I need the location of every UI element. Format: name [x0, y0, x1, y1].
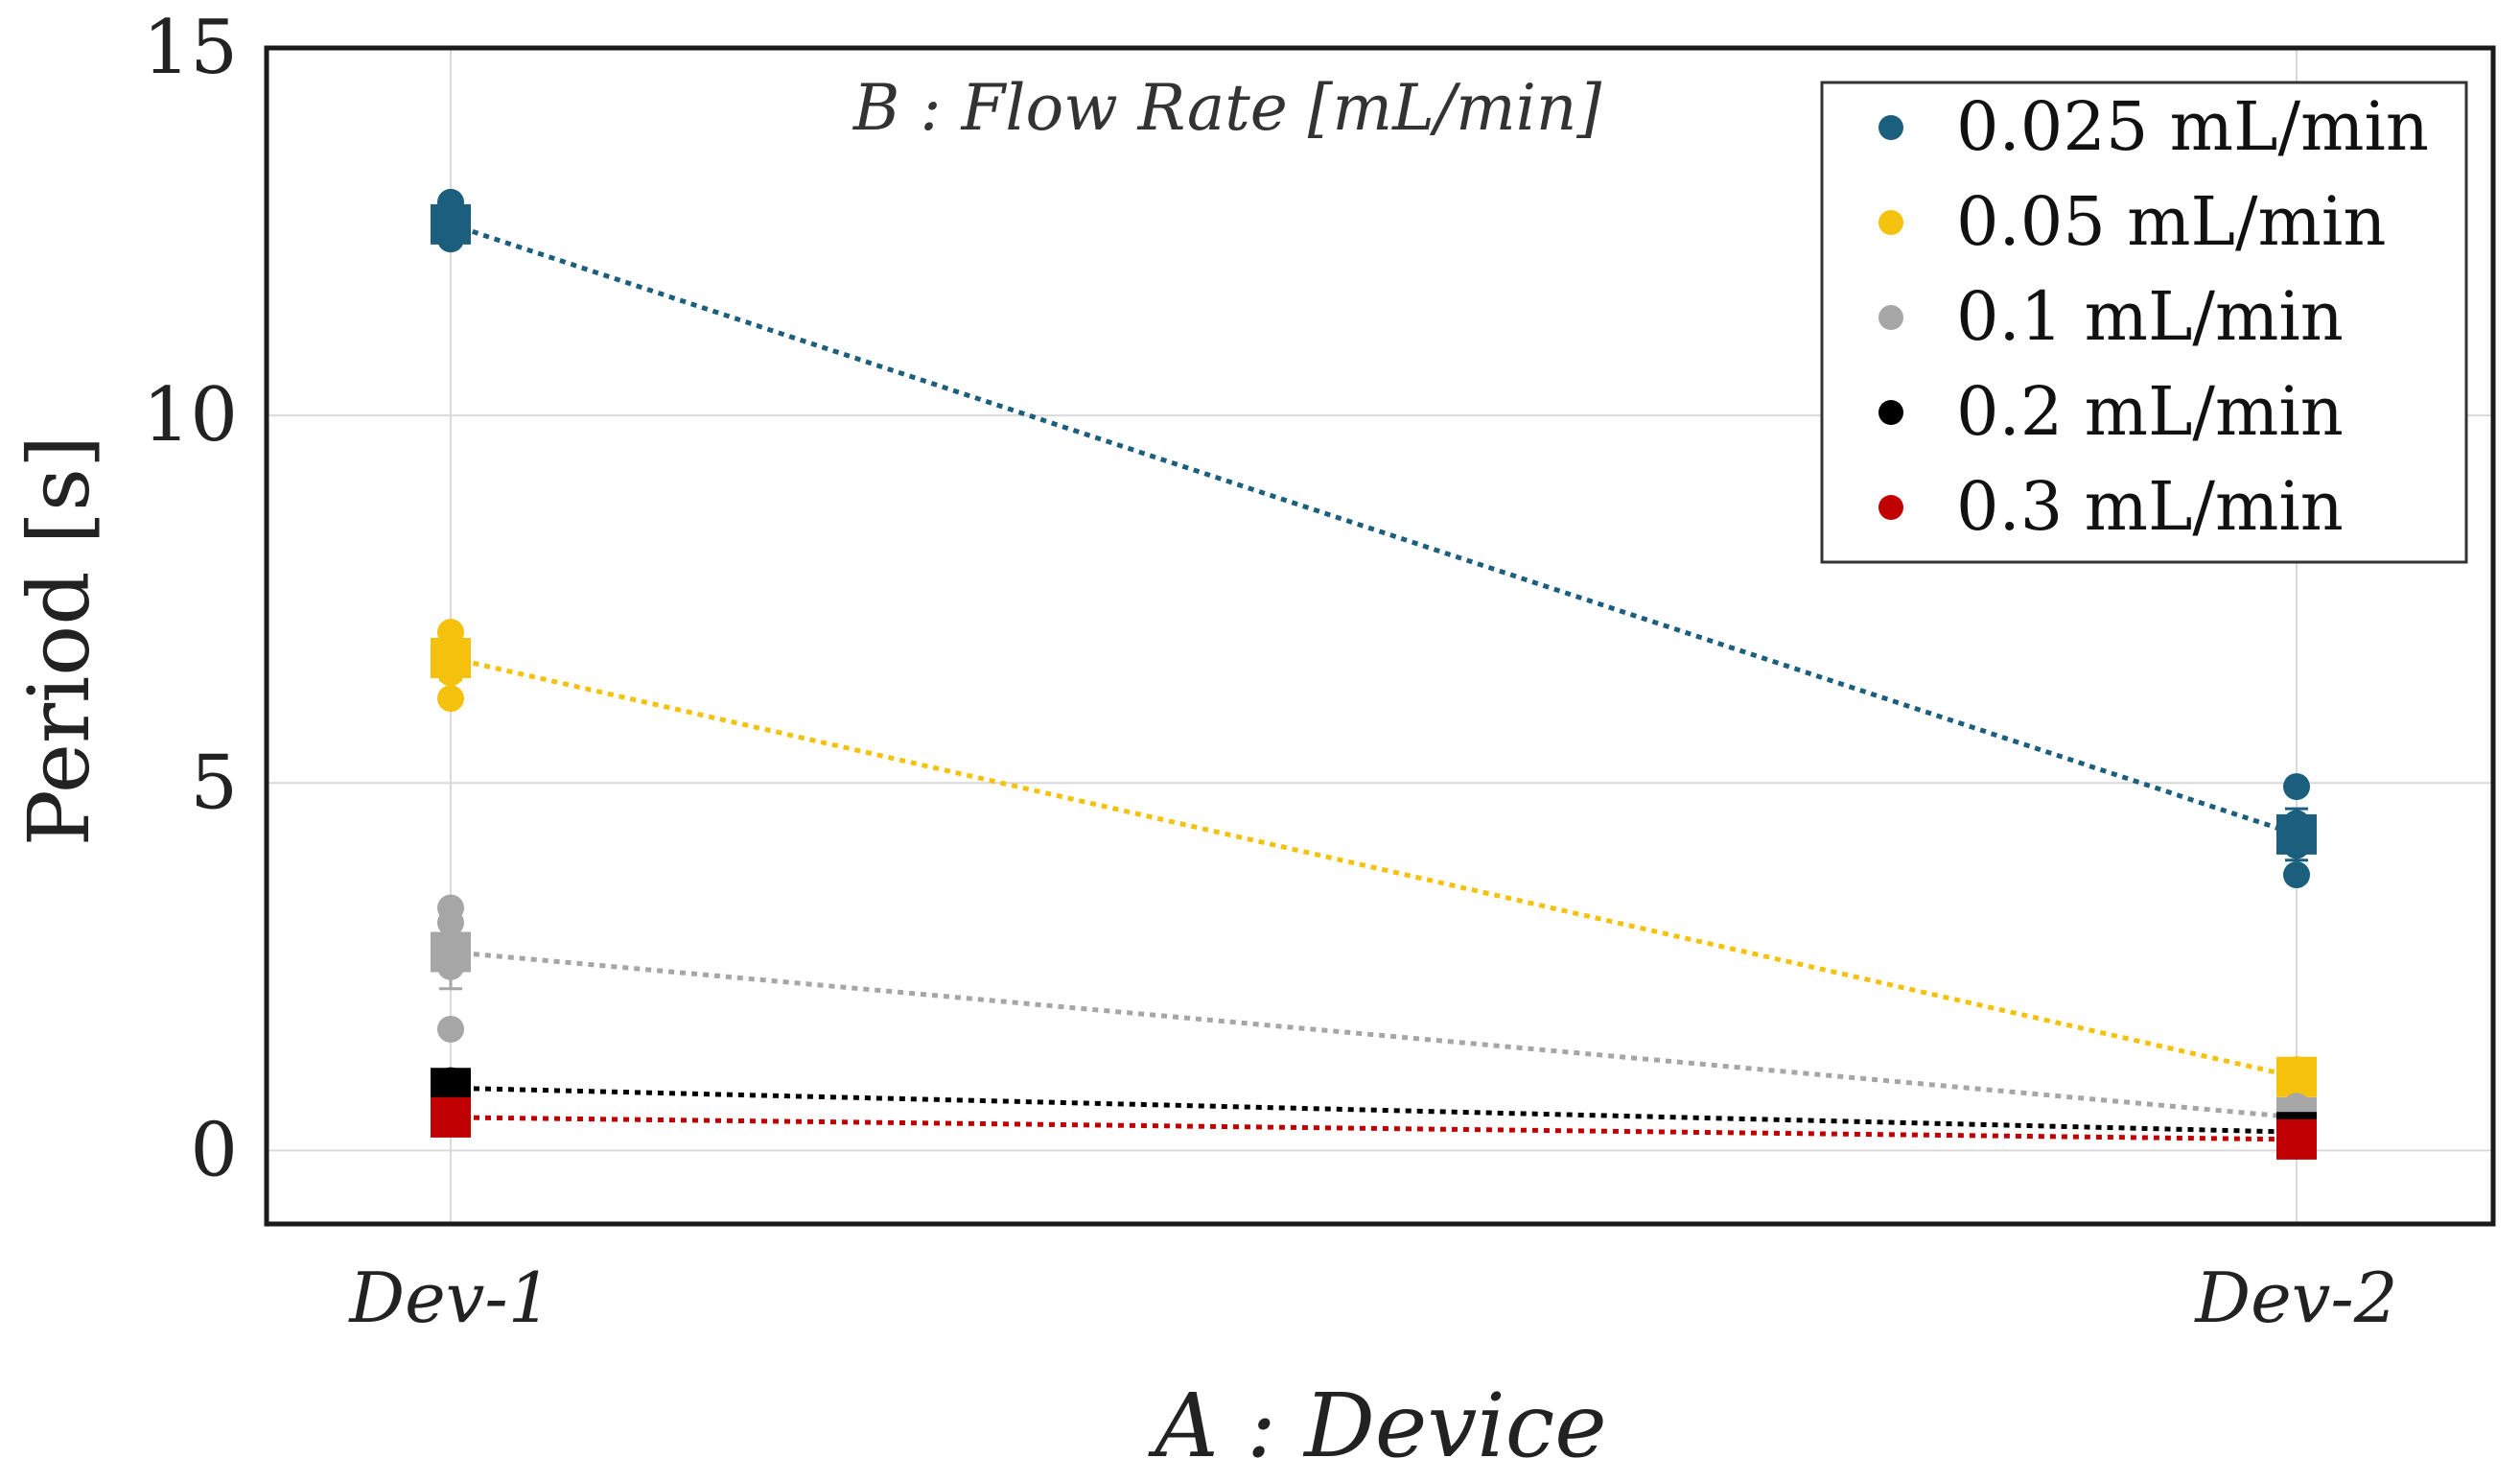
data-point [437, 908, 464, 936]
y-tick-label: 10 [143, 372, 238, 459]
legend-label: 0.1 mL/min [1956, 277, 2344, 356]
mean-marker [2276, 1056, 2317, 1097]
annotation-text: B : Flow Rate [mL/min] [852, 71, 1602, 145]
series-group [431, 1067, 2317, 1153]
legend: 0.025 mL/min 0.05 mL/min 0.1 mL/min 0.2 mL/… [1820, 81, 2468, 564]
plot-area-frame [264, 45, 2496, 1227]
series-group [431, 894, 2317, 1139]
data-point [437, 685, 464, 713]
y-tick-label: 15 [143, 5, 238, 91]
legend-label: 0.025 mL/min [1956, 87, 2429, 166]
legend-label: 0.2 mL/min [1956, 372, 2344, 451]
legend-marker [1878, 305, 1903, 330]
tick-labels: 0 5 10 15 Dev-1 Dev-2 [143, 5, 2398, 1338]
y-tick-label: 5 [190, 740, 238, 826]
legend-label: 0.3 mL/min [1956, 467, 2344, 546]
series-group [431, 1096, 2317, 1160]
legend-marker [1878, 210, 1903, 235]
x-tick-label: Dev-1 [347, 1258, 551, 1338]
y-axis-title: Period [s] [10, 435, 108, 847]
series-layer [431, 188, 2317, 1160]
mean-marker [2276, 1118, 2317, 1160]
series-line [450, 222, 2298, 837]
mean-marker [431, 1096, 471, 1138]
data-point [2283, 861, 2310, 889]
series-line [450, 1085, 2298, 1135]
legend-marker [1878, 400, 1903, 425]
series-line [450, 655, 2298, 1080]
series-group [431, 188, 2317, 889]
data-point [2283, 773, 2310, 801]
legend-label: 0.05 mL/min [1956, 182, 2386, 261]
series-group [431, 619, 2317, 1097]
x-tick-label: Dev-2 [2193, 1258, 2397, 1338]
mean-marker [431, 203, 471, 245]
legend-box [1820, 81, 2468, 564]
data-point [437, 1015, 464, 1043]
x-axis-title: A : Device [1147, 1375, 1607, 1477]
legend-marker [1878, 495, 1903, 520]
series-line [450, 949, 2298, 1120]
mean-marker [2276, 813, 2317, 855]
series-line [450, 1115, 2298, 1142]
mean-marker [431, 637, 471, 678]
mean-marker [431, 931, 471, 973]
y-tick-label: 0 [190, 1107, 238, 1193]
legend-marker [1878, 115, 1903, 140]
